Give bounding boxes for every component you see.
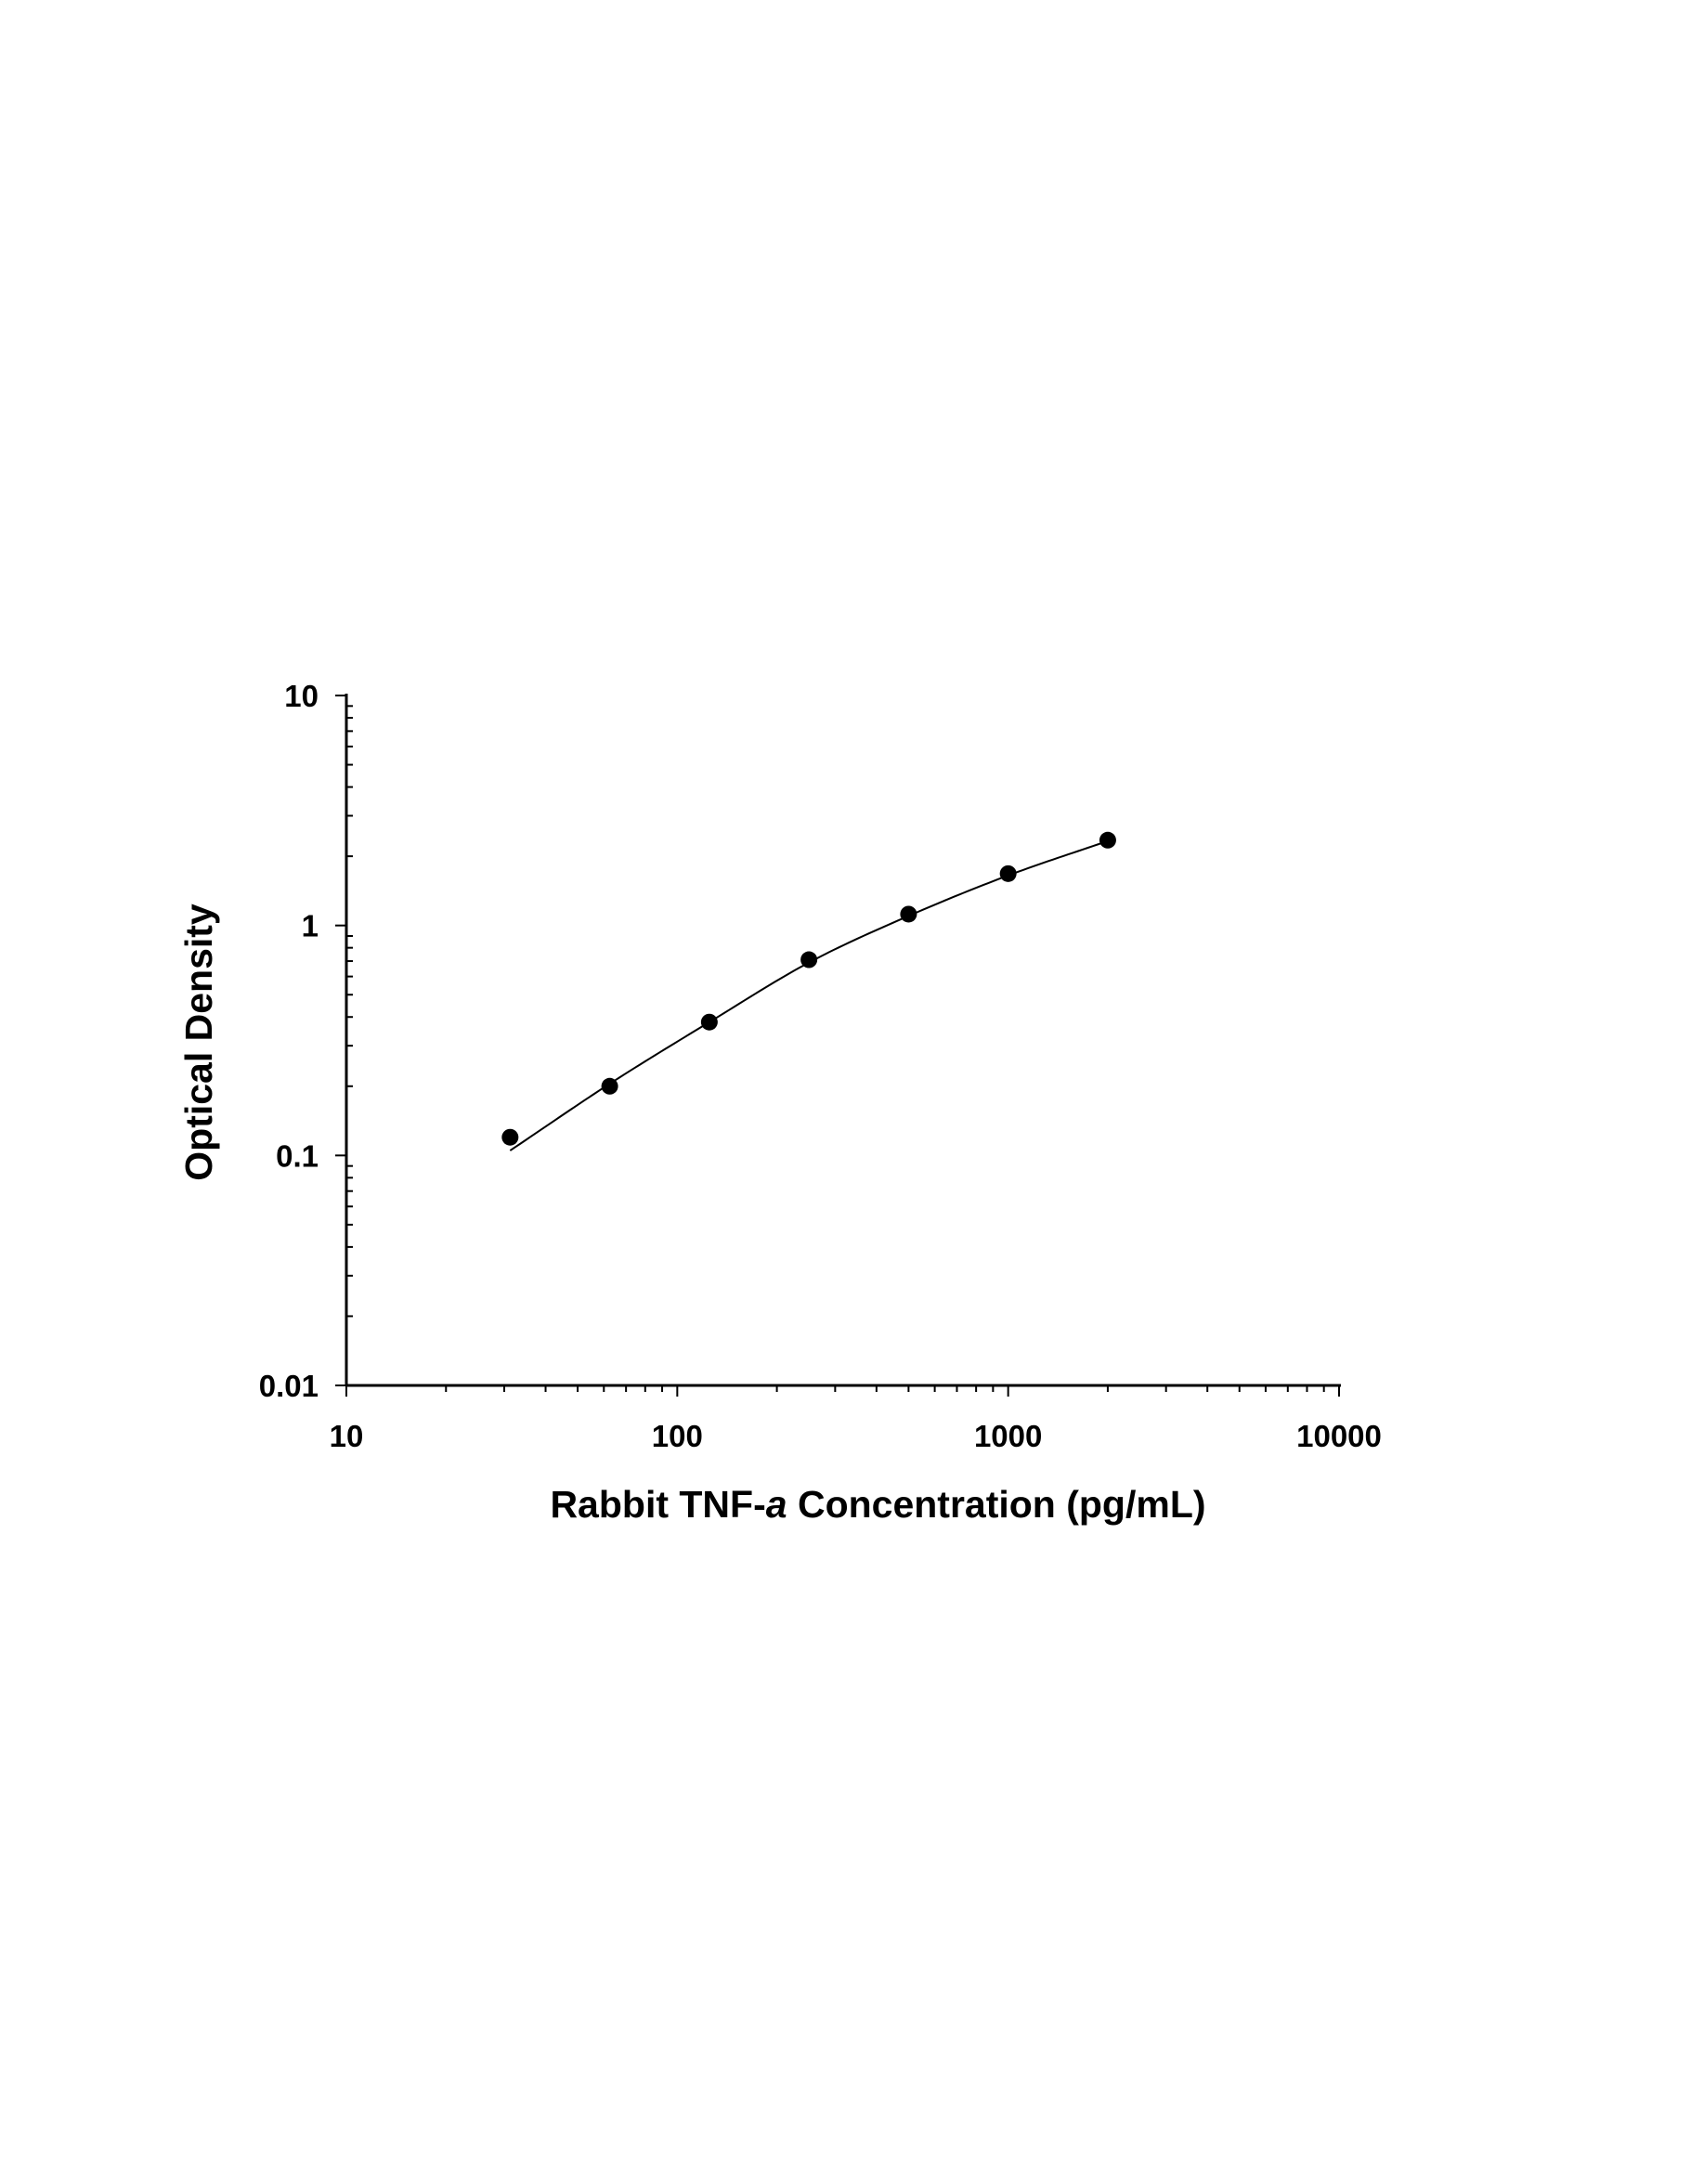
x-axis-title-prefix: Rabbit TNF- <box>550 1483 765 1526</box>
x-tick-label: 10 <box>330 1419 364 1453</box>
data-point <box>601 1077 618 1095</box>
data-point <box>1099 831 1116 849</box>
y-tick-label: 0.01 <box>259 1369 319 1403</box>
x-tick-label: 10000 <box>1296 1419 1382 1453</box>
x-tick-label: 100 <box>652 1419 703 1453</box>
data-point <box>501 1128 519 1146</box>
tick-labels: 10 100 1000 10000 0.01 0.1 1 10 <box>259 679 1382 1453</box>
fit-curve <box>509 839 1109 1151</box>
data-point <box>700 1013 718 1031</box>
major-ticks <box>335 695 1340 1397</box>
y-tick-label: 10 <box>284 679 319 713</box>
x-axis-title-suffix: Concentration (pg/mL) <box>787 1483 1206 1526</box>
x-axis-title: Rabbit TNF-a Concentration (pg/mL) <box>550 1483 1205 1526</box>
data-points <box>501 831 1116 1146</box>
y-tick-label: 0.1 <box>276 1138 319 1173</box>
y-tick-label: 1 <box>302 909 319 943</box>
minor-ticks <box>346 705 1325 1392</box>
x-axis-title-italic: a <box>766 1483 787 1526</box>
data-point <box>900 905 917 923</box>
data-point <box>999 864 1017 882</box>
data-point <box>800 951 818 968</box>
y-axis-title: Optical Density <box>177 904 220 1181</box>
x-tick-label: 1000 <box>974 1419 1042 1453</box>
